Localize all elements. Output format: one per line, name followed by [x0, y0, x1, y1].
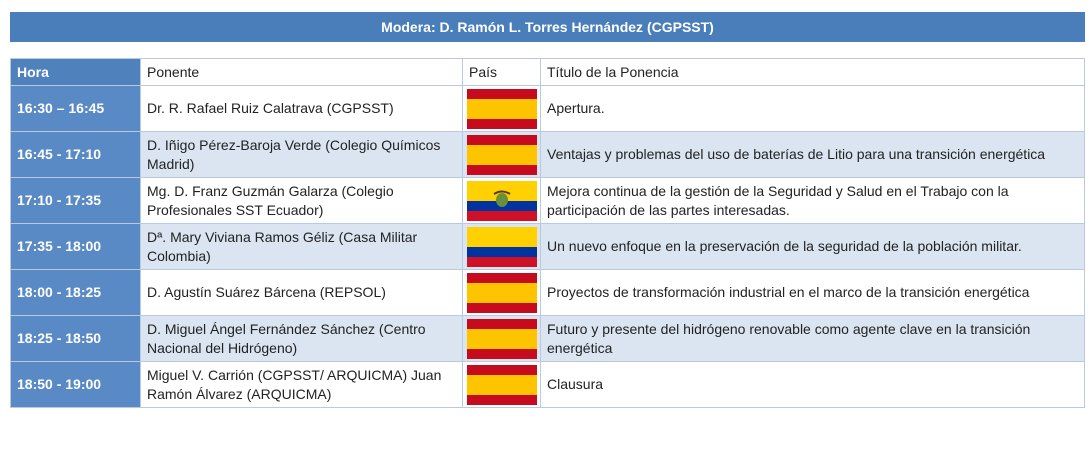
time-cell: 16:45 - 17:10: [10, 131, 141, 178]
talk-title-cell: Clausura: [540, 361, 1085, 408]
header-row: Hora Ponente País Título de la Ponencia: [10, 58, 1085, 86]
speaker-cell: Dr. R. Rafael Ruiz Calatrava (CGPSST): [140, 85, 463, 132]
time-cell: 18:00 - 18:25: [10, 269, 141, 316]
table-body: 16:30 – 16:45 Dr. R. Rafael Ruiz Calatrav…: [10, 85, 1085, 408]
talk-title-cell: Ventajas y problemas del uso de baterías…: [540, 131, 1085, 178]
agenda: Modera: D. Ramón L. Torres Hernández (CG…: [10, 12, 1085, 461]
flag-cell: [462, 131, 541, 178]
speaker-cell: D. Miguel Ángel Fernández Sánchez (Centr…: [140, 315, 463, 362]
flag-cell: [462, 269, 541, 316]
country-flag: [466, 364, 537, 405]
table-row: 16:45 - 17:10 D. Iñigo Pérez-Baroja Verde…: [10, 131, 1085, 178]
talk-title-cell: Apertura.: [540, 85, 1085, 132]
talk-title-cell: Mejora continua de la gestión de la Segu…: [540, 177, 1085, 224]
time-cell: 18:25 - 18:50: [10, 315, 141, 362]
schedule-table: Hora Ponente País Título de la Ponencia …: [10, 58, 1085, 408]
table-row: 17:10 - 17:35 Mg. D. Franz Guzmán Galarza…: [10, 177, 1085, 224]
flag-cell: [462, 85, 541, 132]
country-flag: [466, 272, 537, 313]
speaker-cell: D. Iñigo Pérez-Baroja Verde (Colegio Quí…: [140, 131, 463, 178]
time-cell: 17:10 - 17:35: [10, 177, 141, 224]
talk-title-cell: Un nuevo enfoque en la preservación de l…: [540, 223, 1085, 270]
table-row: 18:25 - 18:50 D. Miguel Ángel Fernández S…: [10, 315, 1085, 362]
header-cell: Ponente: [140, 58, 463, 86]
time-cell: 17:35 - 18:00: [10, 223, 141, 270]
flag-cell: [462, 315, 541, 362]
speaker-cell: D. Agustín Suárez Bárcena (REPSOL): [140, 269, 463, 316]
table-row: 16:30 – 16:45 Dr. R. Rafael Ruiz Calatrav…: [10, 85, 1085, 132]
moderator-banner: Modera: D. Ramón L. Torres Hernández (CG…: [10, 12, 1085, 44]
country-flag: [466, 88, 537, 129]
time-cell: 18:50 - 19:00: [10, 361, 141, 408]
country-flag: [466, 134, 537, 175]
table-row: 18:00 - 18:25 D. Agustín Suárez Bárcena (…: [10, 269, 1085, 316]
talk-title-cell: Futuro y presente del hidrógeno renovabl…: [540, 315, 1085, 362]
time-cell: 16:30 – 16:45: [10, 85, 141, 132]
country-flag: [466, 226, 537, 267]
header-cell: Título de la Ponencia: [540, 58, 1085, 86]
header-cell: País: [462, 58, 541, 86]
header-cell: Hora: [10, 58, 141, 86]
talk-title-cell: Proyectos de transformación industrial e…: [540, 269, 1085, 316]
speaker-cell: Dª. Mary Viviana Ramos Géliz (Casa Milit…: [140, 223, 463, 270]
speaker-cell: Miguel V. Carrión (CGPSST/ ARQUICMA) Jua…: [140, 361, 463, 408]
country-flag: [466, 180, 537, 221]
table-row: 17:35 - 18:00 Dª. Mary Viviana Ramos Géli…: [10, 223, 1085, 270]
table-row: 18:50 - 19:00 Miguel V. Carrión (CGPSST/ …: [10, 361, 1085, 408]
flag-cell: [462, 361, 541, 408]
flag-cell: [462, 223, 541, 270]
flag-cell: [462, 177, 541, 224]
speaker-cell: Mg. D. Franz Guzmán Galarza (Colegio Pro…: [140, 177, 463, 224]
country-flag: [466, 318, 537, 359]
